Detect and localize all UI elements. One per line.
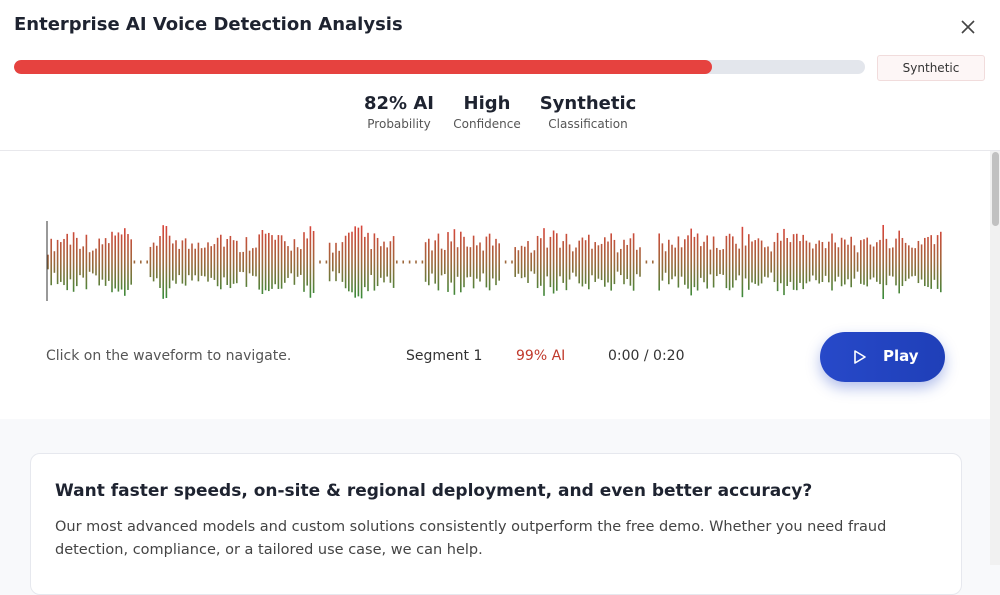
waveform[interactable] <box>0 151 990 331</box>
play-label: Play <box>883 347 919 365</box>
stat-label: Probability <box>367 117 431 131</box>
progress-track <box>14 60 865 74</box>
player: Click on the waveform to navigate. Segme… <box>0 151 990 419</box>
progress-fill <box>14 60 712 74</box>
stat: 82% AI Probability <box>360 93 438 131</box>
promo-heading: Want faster speeds, on-site & regional d… <box>55 481 813 501</box>
time: 0:00 / 0:20 <box>608 348 685 364</box>
promo-body: Our most advanced models and custom solu… <box>55 519 887 558</box>
promo-card: Want faster speeds, on-site & regional d… <box>30 453 962 595</box>
stat: Synthetic Classification <box>538 93 638 131</box>
stat: High Confidence <box>447 93 527 131</box>
stat-label: Classification <box>548 117 628 131</box>
scrollbar <box>990 151 1000 565</box>
stat-value: 82% AI <box>364 93 434 114</box>
segment: Segment 1 <box>406 348 483 364</box>
scrollbar-thumb[interactable] <box>992 152 999 226</box>
stat-label: Confidence <box>453 117 521 131</box>
hint: Click on the waveform to navigate. <box>46 348 292 364</box>
badge: Synthetic <box>877 55 985 81</box>
segment-score: 99% AI <box>516 348 566 364</box>
stat-value: Synthetic <box>539 93 637 114</box>
play-button[interactable]: Play <box>820 332 945 382</box>
play-icon <box>854 350 866 364</box>
stat-value: High <box>463 93 511 114</box>
header: Enterprise AI Voice Detection Analysis S… <box>0 0 1000 151</box>
close-button[interactable] <box>952 11 984 43</box>
title: Enterprise AI Voice Detection Analysis <box>14 14 403 35</box>
